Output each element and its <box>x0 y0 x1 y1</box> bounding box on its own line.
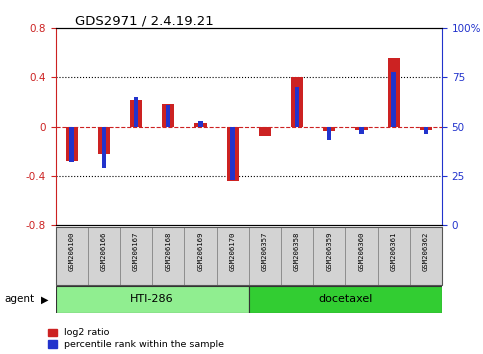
Bar <box>166 105 170 126</box>
Bar <box>281 227 313 285</box>
Bar <box>391 72 396 126</box>
Bar <box>56 227 88 285</box>
Bar <box>56 286 249 313</box>
Bar <box>70 126 74 162</box>
Bar <box>323 126 335 131</box>
Bar <box>130 99 142 126</box>
Text: GSM206168: GSM206168 <box>165 231 171 270</box>
Bar <box>249 286 442 313</box>
Text: GSM206170: GSM206170 <box>229 231 236 270</box>
Bar <box>230 126 235 179</box>
Text: docetaxel: docetaxel <box>318 295 372 304</box>
Text: GSM206100: GSM206100 <box>69 231 75 270</box>
Text: GSM206166: GSM206166 <box>101 231 107 270</box>
Text: GDS2971 / 2.4.19.21: GDS2971 / 2.4.19.21 <box>75 14 213 27</box>
Bar <box>295 87 299 126</box>
Bar <box>313 227 345 285</box>
Bar <box>424 126 428 135</box>
Text: agent: agent <box>5 295 35 304</box>
Legend: log2 ratio, percentile rank within the sample: log2 ratio, percentile rank within the s… <box>48 329 224 349</box>
Bar <box>216 227 249 285</box>
Bar <box>387 58 400 126</box>
Bar <box>410 227 442 285</box>
Bar <box>162 104 174 126</box>
Text: GSM206360: GSM206360 <box>358 231 365 270</box>
Bar <box>134 97 138 126</box>
Bar <box>66 126 78 161</box>
Bar <box>291 78 303 126</box>
Bar <box>327 126 331 140</box>
Bar <box>98 126 110 154</box>
Bar <box>120 227 152 285</box>
Bar <box>420 126 432 130</box>
Bar <box>185 227 216 285</box>
Text: GSM206167: GSM206167 <box>133 231 139 270</box>
Bar <box>259 126 271 136</box>
Text: ▶: ▶ <box>41 295 49 304</box>
Text: GSM206358: GSM206358 <box>294 231 300 270</box>
Text: GSM206362: GSM206362 <box>423 231 429 270</box>
Bar <box>378 227 410 285</box>
Bar <box>345 227 378 285</box>
Bar <box>152 227 185 285</box>
Bar <box>198 121 203 126</box>
Bar <box>194 123 207 126</box>
Bar <box>88 227 120 285</box>
Text: GSM206169: GSM206169 <box>198 231 203 270</box>
Bar <box>355 126 368 130</box>
Bar <box>359 126 364 135</box>
Text: HTI-286: HTI-286 <box>130 295 174 304</box>
Bar <box>249 227 281 285</box>
Text: GSM206359: GSM206359 <box>326 231 332 270</box>
Text: GSM206357: GSM206357 <box>262 231 268 270</box>
Bar <box>101 126 106 168</box>
Text: GSM206361: GSM206361 <box>391 231 397 270</box>
Bar <box>227 126 239 181</box>
